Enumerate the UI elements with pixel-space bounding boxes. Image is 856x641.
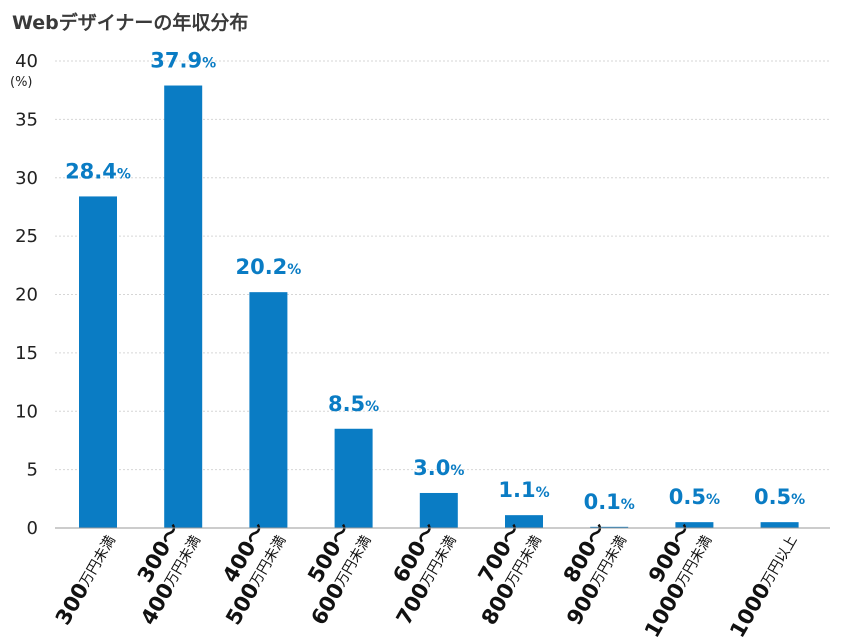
data-label-value: 0.5 — [669, 485, 706, 509]
y-tick-label: 40 — [15, 51, 38, 72]
y-axis-ticks: 0 5 10 15 20 25 30 35 40 — [15, 51, 38, 539]
data-label: 0.1% — [584, 490, 635, 514]
data-label: 20.2% — [235, 255, 301, 279]
bar — [760, 522, 799, 528]
data-label-unit: % — [536, 485, 550, 501]
data-label: 8.5% — [328, 392, 379, 416]
data-label: 3.0% — [413, 456, 464, 480]
data-label-value: 3.0 — [413, 456, 450, 480]
y-tick-label: 35 — [15, 109, 38, 130]
data-labels: 28.4%37.9%20.2%8.5%3.0%1.1% 0.1% 0.5% 0.5% — [65, 49, 805, 514]
data-label-value: 1.1 — [498, 478, 535, 502]
data-label-value: 0.1 — [584, 490, 621, 514]
x-tick-label: 700〜800万円未満 — [474, 519, 545, 629]
chart-title: Webデザイナーの年収分布 — [12, 11, 248, 34]
bar — [79, 196, 117, 528]
bar — [334, 428, 373, 528]
x-tick-label-line: 1000万円以上 — [725, 531, 803, 641]
bars — [79, 85, 799, 528]
bar — [675, 522, 714, 528]
y-axis-unit-label: (%) — [10, 75, 33, 90]
x-tick-label-line: 300万円未満 — [51, 531, 122, 629]
data-label: 0.5% — [754, 485, 805, 509]
data-label-value: 20.2 — [235, 255, 287, 279]
bar — [505, 515, 543, 528]
bar — [249, 292, 288, 528]
data-label-unit: % — [202, 56, 216, 72]
data-label: 37.9% — [150, 49, 216, 73]
x-tick-label: 400〜500万円未満 — [218, 519, 289, 629]
data-label-value: 28.4 — [65, 159, 117, 183]
x-tick-label: 300〜400万円未満 — [133, 519, 204, 629]
y-tick-label: 20 — [15, 285, 38, 306]
y-tick-label: 15 — [15, 343, 38, 364]
data-label-value: 37.9 — [150, 49, 202, 73]
data-label: 1.1% — [498, 478, 549, 502]
x-axis-labels: 300万円未満 300〜400万円未満 400〜500万円未満 500〜600万円未満… — [51, 519, 803, 641]
x-tick-label: 600〜700万円未満 — [388, 519, 459, 629]
data-label: 28.4% — [65, 159, 131, 183]
x-tick-label: 900〜1000万円未満 — [640, 519, 715, 641]
y-tick-label: 5 — [27, 460, 38, 481]
data-label-value: 8.5 — [328, 392, 365, 416]
y-tick-label: 10 — [15, 401, 38, 422]
data-label-unit: % — [706, 492, 720, 508]
y-tick-label: 25 — [15, 226, 38, 247]
bar — [590, 526, 629, 528]
data-label: 0.5% — [669, 485, 720, 509]
y-tick-label: 0 — [27, 518, 38, 539]
x-tick-label: 500〜600万円未満 — [303, 519, 374, 629]
data-label-value: 0.5 — [754, 485, 791, 509]
data-label-unit: % — [365, 399, 379, 415]
data-label-unit: % — [450, 463, 464, 479]
x-tick-label: 1000万円以上 — [725, 531, 803, 641]
data-label-unit: % — [621, 497, 635, 513]
y-tick-label: 30 — [15, 168, 38, 189]
bar — [164, 85, 203, 528]
x-tick-label: 300万円未満 — [51, 531, 122, 629]
data-label-unit: % — [791, 492, 805, 508]
x-tick-label: 800〜900万円未満 — [559, 519, 630, 629]
data-label-unit: % — [287, 262, 301, 278]
data-label-unit: % — [117, 166, 131, 182]
bar — [419, 492, 458, 528]
